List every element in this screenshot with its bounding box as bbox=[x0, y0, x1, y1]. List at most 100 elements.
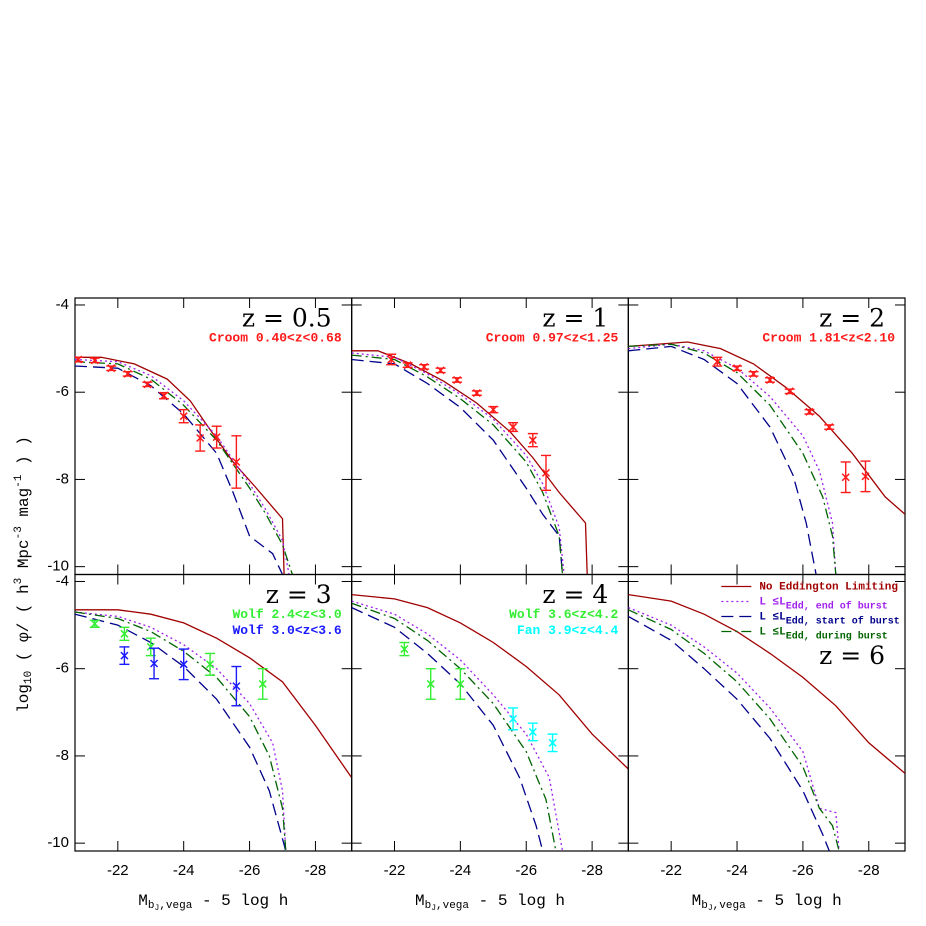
data-point bbox=[841, 473, 850, 482]
series-line bbox=[628, 341, 906, 515]
legend-label: L ≤LEdd, start of burst bbox=[759, 611, 899, 627]
label-part: - 5 log h bbox=[746, 892, 842, 910]
label-part: M bbox=[415, 892, 425, 910]
data-point bbox=[453, 375, 462, 385]
plot-area bbox=[351, 350, 588, 575]
series-line bbox=[75, 356, 285, 575]
legend-name: No Eddington Limiting bbox=[759, 581, 898, 593]
data-point bbox=[120, 651, 129, 660]
series-line bbox=[351, 358, 564, 575]
label-part: ( φ/ ( h bbox=[15, 584, 33, 670]
data-point bbox=[150, 659, 159, 668]
y-axis-label: log10 ( φ/ ( h3 Mpc-3 mag-1 ) ) bbox=[13, 436, 35, 713]
data-point bbox=[403, 361, 412, 370]
series-line bbox=[75, 609, 352, 779]
x-tick-label: -26 bbox=[239, 862, 261, 879]
label-part: J bbox=[431, 904, 436, 913]
legend-name: L ≤L bbox=[759, 596, 786, 608]
series-line bbox=[628, 609, 840, 851]
x-tick-label: -24 bbox=[726, 862, 748, 879]
data-point bbox=[541, 468, 551, 477]
label-part: b bbox=[425, 900, 432, 912]
y-tick-label: -8 bbox=[56, 747, 69, 764]
data-point bbox=[749, 369, 758, 378]
x-tick-label: -24 bbox=[173, 862, 195, 879]
data-point bbox=[107, 364, 116, 373]
y-tick-label: -4 bbox=[56, 296, 69, 313]
annotation: Croom 1.81<z<2.10 bbox=[762, 330, 895, 345]
data-point bbox=[143, 380, 152, 389]
data-point bbox=[146, 642, 155, 651]
series-line bbox=[351, 354, 564, 575]
series-line bbox=[75, 611, 287, 851]
data-point bbox=[179, 660, 188, 669]
data-point bbox=[206, 660, 215, 669]
data-point bbox=[179, 412, 188, 421]
data-point bbox=[258, 679, 267, 688]
data-point bbox=[825, 423, 834, 432]
legend-label: No Eddington Limiting bbox=[759, 581, 898, 593]
y-tick-label: -6 bbox=[56, 660, 69, 677]
annotation: Fan 3.9<z<4.4 bbox=[517, 623, 619, 638]
data-point bbox=[420, 362, 429, 371]
label-part: ,vega bbox=[436, 900, 469, 912]
data-point bbox=[785, 387, 794, 396]
series-line bbox=[351, 607, 544, 851]
series-line bbox=[351, 600, 564, 851]
annotation: Croom 0.40<z<0.68 bbox=[209, 330, 342, 345]
panel-title: z = 2 bbox=[819, 304, 885, 333]
data-point bbox=[765, 375, 774, 385]
data-point bbox=[387, 355, 396, 364]
legend-name: L ≤L bbox=[759, 626, 786, 638]
legend-name-sub: Edd, end of burst bbox=[786, 600, 888, 612]
series-line bbox=[75, 365, 284, 575]
legend-name-sub: Edd, during burst bbox=[786, 630, 888, 642]
series-line bbox=[351, 350, 588, 575]
x-tick-label: -22 bbox=[660, 862, 682, 879]
label-part: ,vega bbox=[713, 900, 746, 912]
series-line bbox=[75, 358, 290, 575]
data-point bbox=[489, 405, 498, 414]
label-part: 3 bbox=[13, 578, 25, 585]
panel-title: z = 0.5 bbox=[242, 304, 332, 333]
series-line bbox=[75, 361, 294, 575]
plot-area bbox=[75, 609, 352, 851]
data-point bbox=[805, 407, 814, 416]
label-part: -3 bbox=[13, 526, 25, 539]
x-tick-label: -28 bbox=[858, 862, 880, 879]
legend-label: L ≤LEdd, during burst bbox=[759, 626, 887, 642]
label-part: -1 bbox=[13, 474, 25, 488]
x-tick-label: -22 bbox=[107, 862, 129, 879]
label-part: M bbox=[138, 892, 148, 910]
data-point bbox=[472, 389, 481, 398]
panel-title: z = 3 bbox=[266, 580, 332, 609]
data-point bbox=[426, 679, 435, 688]
panel: -22 -24 -26 -28 z = 6 No Eddington Limiting L … bbox=[627, 573, 906, 913]
plot-area bbox=[351, 593, 629, 851]
panel-frame bbox=[627, 573, 906, 852]
label-part: b bbox=[701, 900, 708, 912]
data-point bbox=[212, 433, 221, 442]
data-point bbox=[196, 433, 205, 443]
data-point bbox=[120, 629, 129, 638]
label-part: log bbox=[15, 684, 33, 713]
label-part: ) ) bbox=[15, 436, 33, 474]
legend-name: L ≤L bbox=[759, 611, 786, 623]
plot-area bbox=[75, 355, 294, 575]
data-point bbox=[436, 366, 445, 375]
series-line bbox=[75, 611, 287, 851]
plot-area bbox=[628, 341, 906, 575]
label-part: - 5 log h bbox=[192, 892, 288, 910]
series-line bbox=[75, 613, 287, 851]
panel-title: z = 4 bbox=[542, 580, 608, 609]
data-point bbox=[90, 619, 99, 628]
y-tick-label: -6 bbox=[56, 383, 69, 400]
data-point bbox=[528, 727, 537, 736]
label-part: M bbox=[692, 892, 702, 910]
x-axis-label: MbJ,vega - 5 log h bbox=[415, 892, 565, 913]
